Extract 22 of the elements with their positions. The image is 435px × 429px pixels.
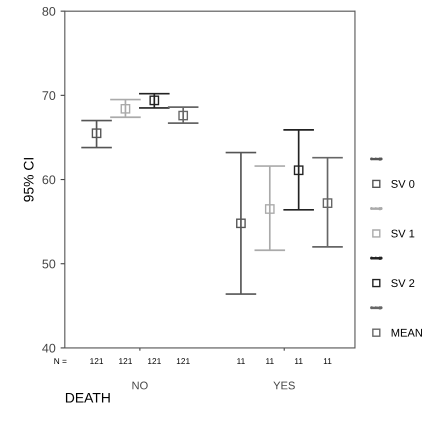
legend-label: SV 2 bbox=[391, 279, 414, 288]
text: 121 bbox=[90, 358, 104, 364]
x-tick-label: YES bbox=[273, 382, 295, 390]
text: 11 bbox=[237, 358, 245, 364]
y-tick-label: 70 bbox=[42, 91, 56, 100]
legend-label: SV 1 bbox=[391, 230, 414, 238]
x-axis-title: DEATH bbox=[66, 393, 110, 403]
text: 11 bbox=[294, 358, 303, 364]
text: N = bbox=[54, 358, 66, 364]
y-tick-label: 40 bbox=[42, 344, 56, 353]
text: 121 bbox=[176, 358, 190, 364]
text: 11 bbox=[266, 358, 274, 364]
y-axis-title: 95% CI bbox=[24, 158, 34, 202]
text: 121 bbox=[119, 358, 132, 364]
y-tick-label: 60 bbox=[42, 175, 56, 184]
text: 11 bbox=[324, 358, 332, 364]
y-tick-label: 50 bbox=[42, 260, 56, 268]
legend-label: SV 0 bbox=[391, 180, 414, 188]
y-tick-label: 80 bbox=[42, 6, 56, 16]
legend-label: MEAN bbox=[392, 328, 422, 337]
x-tick-label: NO bbox=[132, 382, 148, 390]
text: 121 bbox=[148, 358, 161, 364]
